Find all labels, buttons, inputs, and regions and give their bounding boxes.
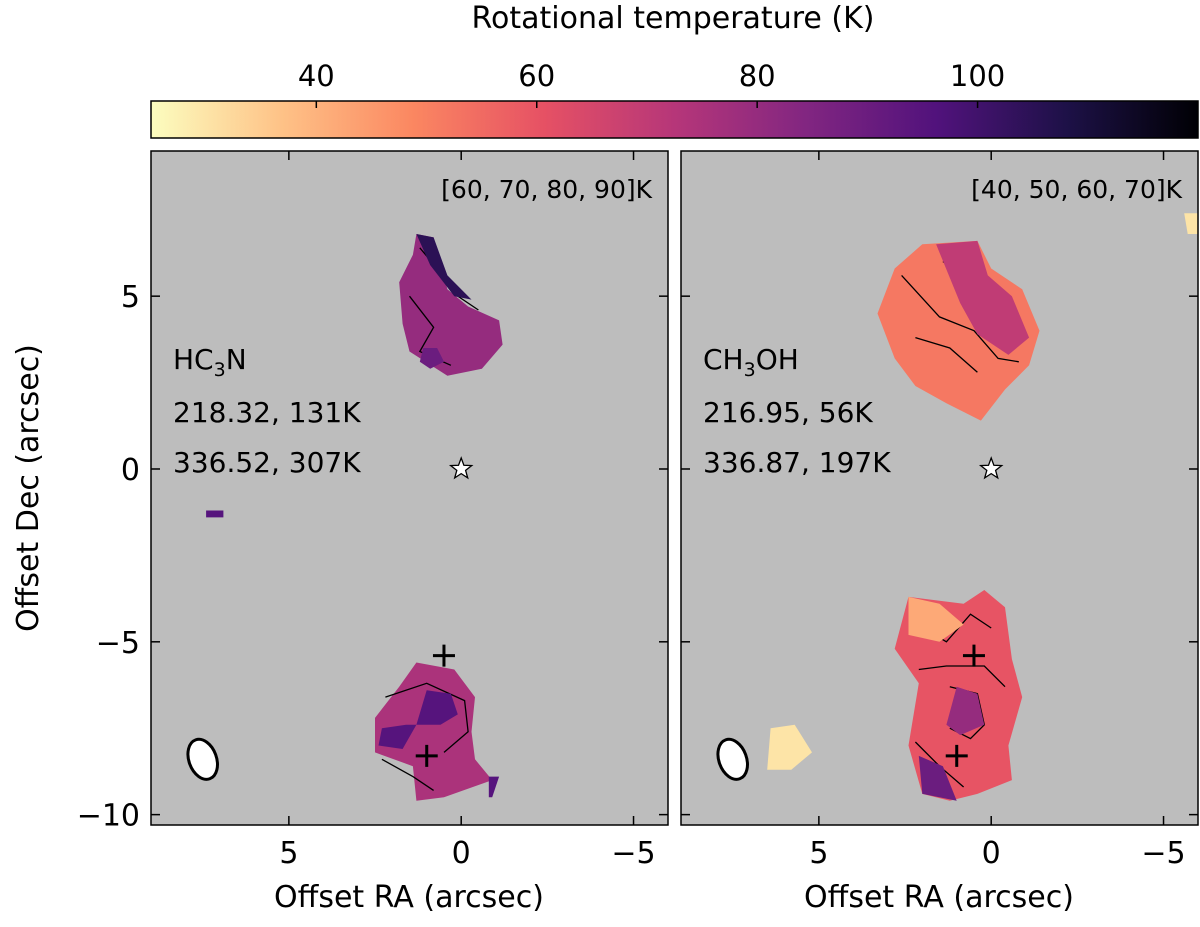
colorbar-tick-label: 80 [739, 59, 776, 93]
panel-hc3n: 5 0 −5 5 0 −5 −10 [60, 70, 80, 90]K HC3N 218.3… [77, 150, 669, 915]
y-tick-label: 0 [121, 453, 140, 488]
temperature-map [206, 234, 503, 801]
emission-region-west-blob [767, 724, 812, 770]
colorbar-tick-label: 40 [298, 59, 335, 93]
emission-region-north-spot [419, 348, 444, 369]
emission-region-south-core [378, 690, 458, 749]
molecule-tail: OH [756, 343, 799, 376]
emission-region-south-core [946, 686, 985, 736]
contour-levels-label: [60, 70, 80, 90]K [441, 175, 652, 204]
contour-line [915, 336, 978, 373]
emission-region-edge-blob [1184, 213, 1198, 234]
beam-ellipse [186, 737, 219, 781]
x-tick-label: 0 [982, 836, 1001, 871]
cross-marker [432, 644, 455, 667]
molecule-tail: N [226, 343, 247, 376]
contour-line [381, 758, 434, 791]
axis-ticks: 5 0 −5 5 0 −5 −10 [77, 151, 668, 871]
y-tick-label: 5 [121, 280, 140, 315]
colorbar-ticks: 40 60 80 100 [298, 59, 1005, 108]
beam-ellipse [716, 737, 749, 781]
cross-marker [945, 744, 968, 767]
transition-line-1: 218.32, 131K [173, 396, 361, 429]
panel-frame [680, 150, 1199, 826]
x-axis-label: Offset RA (arcsec) [804, 880, 1074, 915]
y-axis-label: Offset Dec (arcsec) [11, 344, 46, 632]
panel-ch3oh: 5 0 −5 [40, 50, 60, 70]K CH3OH 216.95, 56K… [680, 150, 1199, 915]
star-marker [448, 456, 474, 480]
x-tick-label: 0 [452, 836, 471, 871]
contour-line [918, 665, 1006, 688]
molecule-subscript: 3 [214, 359, 226, 381]
molecule-main: CH [703, 343, 744, 376]
emission-region-west-blob [206, 510, 224, 518]
molecule-main: HC [173, 343, 214, 376]
contour-line [901, 274, 1019, 363]
emission-region-southwest-blob [488, 776, 500, 798]
cross-marker [962, 644, 985, 667]
temperature-map [767, 213, 1198, 801]
emission-region-north-ridge [416, 234, 472, 300]
molecule-label: CH3OH [703, 343, 799, 381]
panel-frame [150, 150, 669, 826]
x-tick-label: −5 [1141, 836, 1185, 871]
emission-region-south-tip [918, 755, 957, 801]
markers [716, 456, 1004, 781]
transition-line-1: 216.95, 56K [703, 396, 873, 429]
molecule-label: HC3N [173, 343, 247, 381]
molecule-subscript: 3 [744, 359, 756, 381]
transition-line-2: 336.87, 197K [703, 446, 891, 479]
y-tick-label: −10 [77, 799, 140, 834]
cross-marker [415, 744, 438, 767]
emission-region-north [399, 234, 503, 376]
emission-region-south [375, 662, 493, 801]
colorbar-gradient [150, 100, 1199, 139]
colorbar-tick-label: 100 [950, 59, 1005, 93]
markers [186, 456, 474, 781]
contour-line [385, 682, 469, 753]
x-tick-label: 5 [809, 836, 828, 871]
x-axis-label: Offset RA (arcsec) [274, 880, 544, 915]
y-tick-label: −5 [96, 626, 140, 661]
axis-ticks: 5 0 −5 [681, 151, 1198, 871]
emission-region-north-warm [936, 240, 1030, 355]
x-tick-label: −5 [611, 836, 655, 871]
contour-levels-label: [40, 50, 60, 70]K [971, 175, 1182, 204]
colorbar-title: Rotational temperature (K) [472, 1, 875, 36]
colorbar: Rotational temperature (K) 40 60 80 100 [150, 1, 1199, 139]
x-tick-label: 5 [279, 836, 298, 871]
colorbar-tick-label: 60 [518, 59, 555, 93]
emission-region-south-north-cool [908, 596, 964, 642]
star-marker [978, 456, 1004, 480]
transition-line-2: 336.52, 307K [173, 446, 361, 479]
